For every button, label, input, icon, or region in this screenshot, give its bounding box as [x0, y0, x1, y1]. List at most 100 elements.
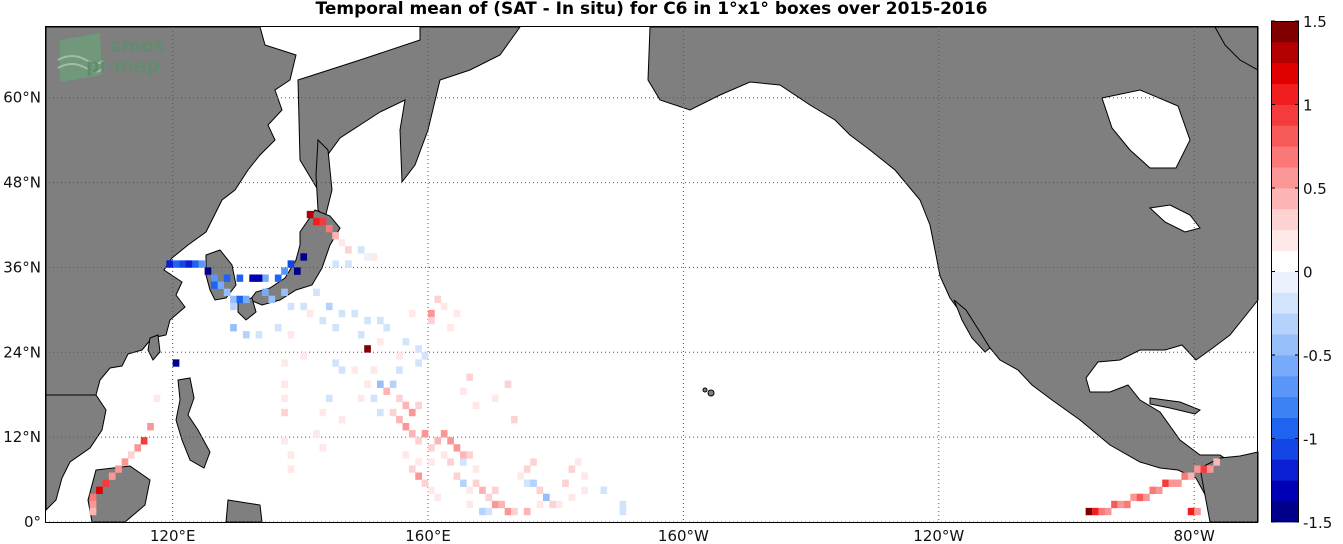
heatmap-cell: [491, 486, 499, 495]
heatmap-cell: [281, 288, 288, 297]
heatmap-cell: [96, 486, 103, 495]
heatmap-cell: [1194, 507, 1201, 516]
heatmap-cell: [89, 493, 97, 502]
heatmap-cell: [364, 316, 371, 325]
heatmap-cell: [389, 408, 397, 417]
heatmap-cell: [1136, 493, 1144, 502]
heatmap-cell: [376, 316, 384, 325]
heatmap-cell: [1187, 472, 1195, 480]
lon-tick-label: 160°W: [658, 527, 709, 544]
heatmap-cell: [89, 500, 97, 509]
heatmap-cell: [1200, 465, 1208, 473]
heatmap-cell: [459, 451, 467, 459]
colorbar-tick-label: -0.5: [1303, 347, 1332, 365]
colorbar-segment: [1271, 41, 1299, 64]
smos-pimep-logo: smos pi-mep: [57, 33, 165, 82]
heatmap-cell: [1104, 507, 1112, 516]
heatmap-cell: [223, 288, 231, 297]
colorbar-segment: [1271, 438, 1299, 460]
heatmap-cell: [281, 437, 288, 445]
lat-tick-label: 0°: [24, 513, 41, 531]
axis-labels: 120°E 160°E 160°W 120°W 80°W 0° 12°N 24°N 36°N 48…: [3, 89, 1215, 544]
heatmap-cell: [364, 253, 371, 261]
lat-tick-label: 48°N: [3, 174, 41, 192]
heatmap-cell: [115, 465, 122, 473]
logo-wave-line-2-icon: [57, 63, 105, 73]
heatmap-cell: [1181, 472, 1189, 480]
heatmap-cell: [325, 225, 333, 233]
heatmap-cell: [345, 260, 352, 268]
heatmap-cell: [127, 451, 135, 459]
heatmap-cell: [472, 401, 480, 410]
cuba: [1149, 397, 1201, 415]
colorbar-segment: [1271, 104, 1299, 126]
lon-tick-label: 120°W: [913, 527, 964, 544]
heatmap-cell: [415, 472, 422, 480]
heatmap-cell: [166, 260, 173, 268]
heatmap-cell: [453, 472, 461, 480]
heatmap-cell: [440, 451, 448, 459]
heatmap-cell: [255, 331, 263, 339]
heatmap-cell: [530, 458, 537, 466]
heatmap-cell: [313, 288, 320, 297]
heatmap-cell: [453, 444, 461, 452]
heatmap-cell: [396, 415, 403, 424]
heatmap-cell: [421, 430, 429, 438]
hawaii-2: [702, 387, 708, 393]
heatmap-cell: [421, 352, 429, 360]
heatmap-cell: [364, 345, 371, 353]
great-lakes: [1148, 204, 1201, 233]
heatmap-cell: [402, 401, 410, 410]
baja-california: [953, 299, 991, 353]
heatmap-cell: [121, 458, 129, 466]
heatmap-cells: [89, 210, 1220, 516]
heatmap-cell: [568, 465, 576, 473]
heatmap-cell: [338, 366, 346, 374]
heatmap-cell: [376, 338, 384, 346]
colorbar-tick-label: 0.5: [1303, 180, 1327, 198]
heatmap-cell: [268, 295, 276, 304]
heatmap-cell: [542, 493, 550, 502]
heatmap-cell: [1213, 458, 1220, 466]
heatmap-cell: [415, 359, 422, 367]
colorbar-segment: [1271, 21, 1299, 43]
heatmap-cell: [236, 274, 244, 282]
heatmap-cell: [287, 465, 295, 473]
heatmap-cell: [306, 309, 314, 318]
heatmap-cell: [376, 380, 384, 388]
heatmap-cell: [383, 387, 391, 396]
heatmap-cell: [1130, 493, 1137, 502]
new-guinea-fragment: [225, 499, 263, 523]
heatmap-cell: [281, 394, 288, 403]
hawaii: [707, 389, 715, 397]
heatmap-cell: [332, 359, 339, 367]
heatmap-cell: [281, 267, 288, 275]
colorbar-segment: [1271, 250, 1299, 272]
heatmap-cell: [530, 479, 537, 487]
heatmap-cell: [428, 444, 435, 452]
heatmap-cell: [281, 380, 288, 388]
colorbar-segment: [1271, 480, 1299, 502]
heatmap-cell: [300, 253, 308, 261]
heatmap-cell: [402, 451, 410, 459]
colorbar-tick-label: -1: [1303, 431, 1318, 449]
heatmap-cell: [619, 500, 627, 509]
heatmap-cell: [1168, 479, 1176, 487]
heatmap-cell: [230, 324, 237, 332]
colorbar-tick-label: -1.5: [1303, 514, 1332, 532]
colorbar-segment: [1271, 229, 1299, 252]
colorbar-segment: [1271, 167, 1299, 189]
heatmap-cell: [447, 437, 454, 445]
heatmap-cell: [319, 444, 327, 452]
logo-text-line1: smos: [110, 35, 165, 57]
heatmap-cell: [466, 373, 474, 381]
heatmap-cell: [619, 507, 627, 516]
heatmap-cell: [1092, 507, 1099, 516]
heatmap-cell: [345, 246, 352, 254]
colorbar-segment: [1271, 459, 1299, 481]
map-frame: [45, 26, 1258, 523]
heatmap-cell: [408, 430, 416, 438]
heatmap-cell: [140, 437, 148, 445]
heatmap-cell: [172, 260, 180, 268]
heatmap-cell: [536, 486, 544, 495]
